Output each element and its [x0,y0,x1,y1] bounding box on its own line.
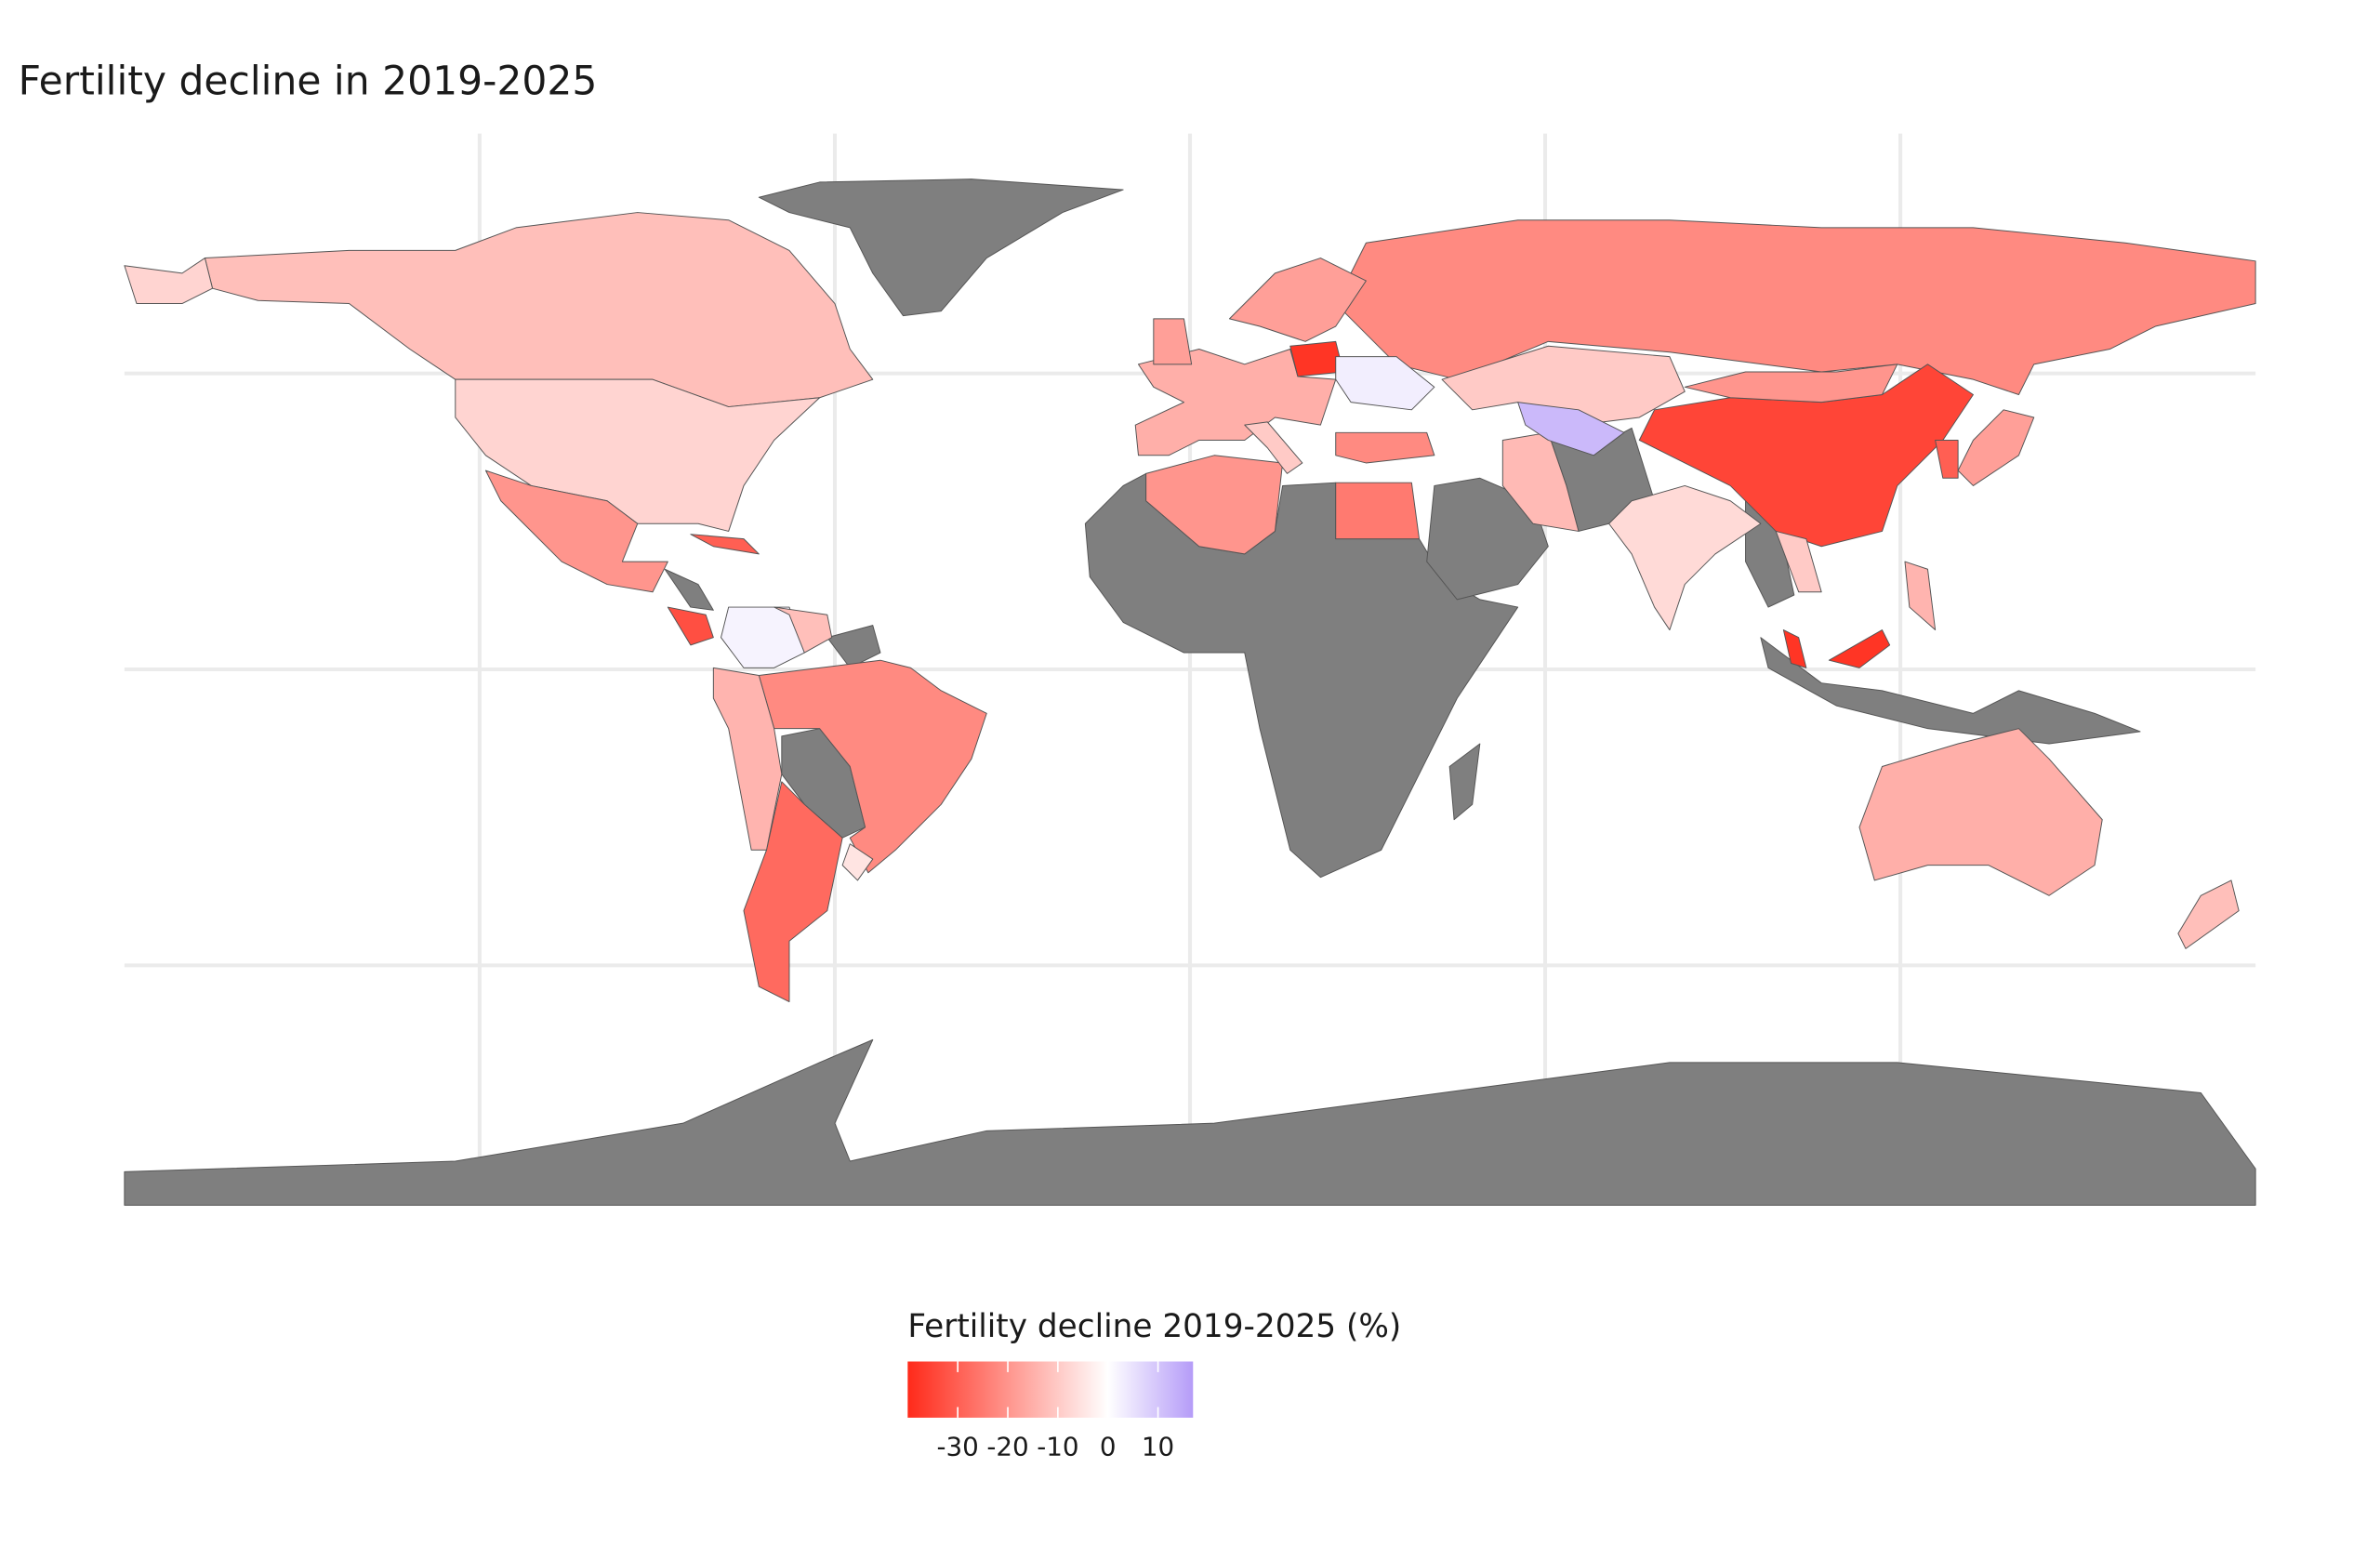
colorbar-tick-label: 10 [1142,1432,1174,1462]
country [1957,409,2035,486]
country [1935,439,1959,479]
country [1441,345,1686,426]
no-data-country [124,1038,2256,1206]
no-data-country [1448,743,1481,821]
country [1335,431,1435,464]
colorbar-ticks: -30 -20 -10 0 10 [937,1361,1174,1462]
colorbar-tick-label: -30 [937,1432,979,1462]
no-data-land [124,178,2256,1206]
country [1904,561,1937,631]
country [1782,629,1891,668]
colorbar-tick-label: -20 [986,1432,1028,1462]
colorbar [907,1361,1194,1418]
country [1145,455,1284,555]
country [1335,356,1435,411]
country [667,606,714,646]
country [1244,421,1303,474]
country [841,843,874,881]
legend-title: Fertility decline 2019-2025 (%) [907,1308,1401,1345]
chart-title: Fertility decline in 2019-2025 [19,59,598,104]
country [774,606,833,654]
no-data-country [758,178,1124,317]
no-data-country [1426,477,1549,601]
country [690,534,760,555]
country [124,258,821,532]
no-data-country [826,625,881,668]
no-data-country [664,568,714,611]
colorbar-tick-label: 0 [1100,1432,1117,1462]
country [1228,258,1367,342]
country [1684,364,1898,403]
country [1775,530,1822,593]
country [712,667,783,851]
country [1517,402,1625,456]
country [721,606,805,668]
country [2177,879,2240,949]
country [743,781,843,1003]
no-data-country [1760,637,2141,745]
country [204,212,874,408]
country [1608,484,1762,631]
country [1153,318,1193,365]
country [1335,482,1421,540]
country [484,469,668,593]
colorbar-tick-label: -10 [1037,1432,1078,1462]
country [758,659,987,874]
country [1858,728,2103,896]
country [1335,219,2256,395]
regions [124,212,2256,1003]
